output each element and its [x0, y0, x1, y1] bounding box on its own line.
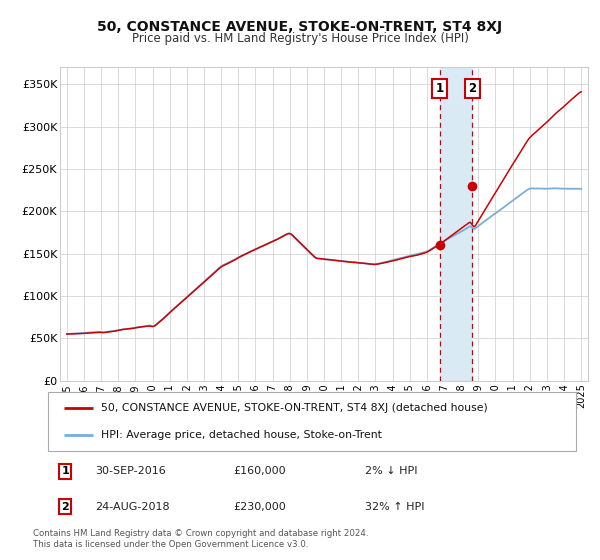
- Text: 1: 1: [61, 466, 69, 476]
- Text: 1: 1: [436, 82, 444, 95]
- Text: HPI: Average price, detached house, Stoke-on-Trent: HPI: Average price, detached house, Stok…: [101, 430, 382, 440]
- Text: 50, CONSTANCE AVENUE, STOKE-ON-TRENT, ST4 8XJ (detached house): 50, CONSTANCE AVENUE, STOKE-ON-TRENT, ST…: [101, 403, 488, 413]
- Text: £230,000: £230,000: [233, 502, 286, 512]
- Bar: [440, 67, 472, 381]
- Text: 2: 2: [61, 502, 69, 512]
- Text: 2: 2: [468, 82, 476, 95]
- Text: Price paid vs. HM Land Registry's House Price Index (HPI): Price paid vs. HM Land Registry's House …: [131, 32, 469, 45]
- Text: 30-SEP-2016: 30-SEP-2016: [95, 466, 166, 476]
- Text: £160,000: £160,000: [233, 466, 286, 476]
- Text: 2% ↓ HPI: 2% ↓ HPI: [365, 466, 418, 476]
- FancyBboxPatch shape: [48, 392, 576, 451]
- Text: 24-AUG-2018: 24-AUG-2018: [95, 502, 170, 512]
- Text: 32% ↑ HPI: 32% ↑ HPI: [365, 502, 424, 512]
- Text: 50, CONSTANCE AVENUE, STOKE-ON-TRENT, ST4 8XJ: 50, CONSTANCE AVENUE, STOKE-ON-TRENT, ST…: [97, 20, 503, 34]
- Text: Contains HM Land Registry data © Crown copyright and database right 2024.
This d: Contains HM Land Registry data © Crown c…: [33, 529, 368, 549]
